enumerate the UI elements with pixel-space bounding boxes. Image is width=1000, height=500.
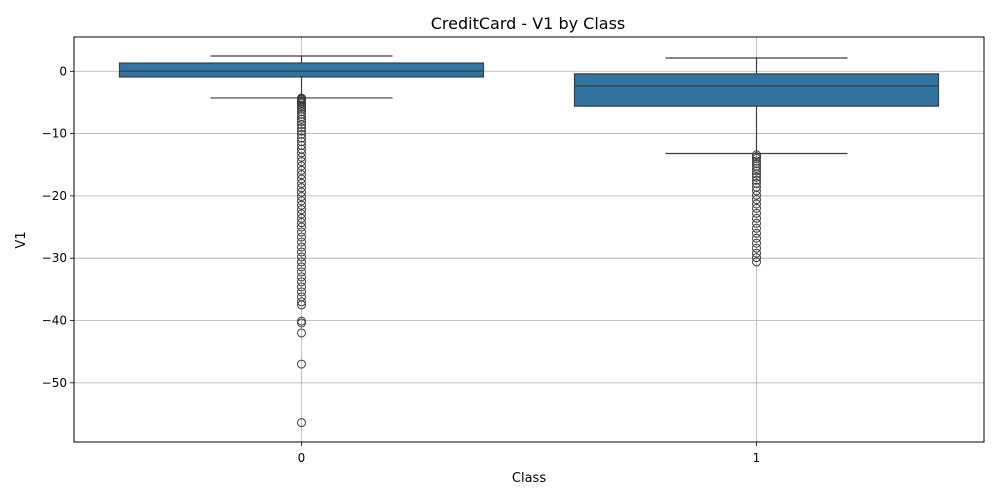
outlier-point xyxy=(752,156,761,166)
outlier-point xyxy=(297,157,306,167)
outlier-point xyxy=(297,140,306,150)
box-iqr xyxy=(573,73,940,107)
outlier-point xyxy=(297,192,306,202)
outlier-point xyxy=(297,300,306,310)
outlier-point xyxy=(297,196,306,206)
outlier-point xyxy=(297,137,306,147)
outlier-point xyxy=(297,209,306,219)
y-tick-label: −30 xyxy=(42,251,67,265)
outlier-point xyxy=(752,223,761,233)
outlier-point xyxy=(297,222,306,232)
outlier-point xyxy=(297,272,306,282)
outlier-point xyxy=(297,107,306,117)
outlier-point xyxy=(297,359,306,369)
y-axis-label: V1 xyxy=(14,231,29,248)
outlier-point xyxy=(297,114,306,124)
outlier-point xyxy=(752,257,761,267)
outlier-point xyxy=(752,158,761,168)
outlier-point xyxy=(297,267,306,277)
outlier-point xyxy=(297,170,306,180)
outlier-point xyxy=(752,233,761,243)
outlier-point xyxy=(297,165,306,175)
outlier-point xyxy=(297,183,306,193)
y-tick-label: −10 xyxy=(42,127,67,141)
outlier-point xyxy=(297,123,306,133)
outlier-point xyxy=(297,117,306,127)
outlier-point xyxy=(297,126,306,136)
box-iqr xyxy=(118,62,485,78)
outlier-point xyxy=(297,282,306,292)
outlier-point xyxy=(297,213,306,223)
outlier-point xyxy=(752,169,761,179)
x-tick-label: 1 xyxy=(753,451,761,465)
x-tick-label: 0 xyxy=(298,451,306,465)
outlier-point xyxy=(297,178,306,188)
outlier-point xyxy=(297,418,306,428)
outlier-point xyxy=(297,129,306,139)
outlier-point xyxy=(297,257,306,267)
outlier-point xyxy=(297,252,306,262)
outlier-point xyxy=(297,200,306,210)
outlier-point xyxy=(752,213,761,223)
outlier-point xyxy=(297,328,306,338)
outlier-point xyxy=(752,218,761,228)
outlier-point xyxy=(752,175,761,185)
outlier-point xyxy=(752,228,761,238)
outlier-point xyxy=(297,205,306,215)
outlier-point xyxy=(297,109,306,119)
outlier-point xyxy=(752,253,761,263)
outlier-point xyxy=(297,277,306,287)
y-tick-label: −20 xyxy=(42,189,67,203)
outlier-point xyxy=(752,195,761,205)
outlier-point xyxy=(752,208,761,218)
y-tick-label: 0 xyxy=(59,64,67,78)
outlier-point xyxy=(297,120,306,130)
outlier-point xyxy=(752,186,761,196)
outlier-point xyxy=(297,297,306,307)
outlier-point xyxy=(297,227,306,237)
outlier-point xyxy=(297,318,306,328)
outlier-point xyxy=(297,152,306,162)
outlier-point xyxy=(297,237,306,247)
chart-title: CreditCard - V1 by Class xyxy=(431,14,626,33)
box-group-class-1 xyxy=(573,57,940,267)
outlier-point xyxy=(297,104,306,114)
box-plots xyxy=(118,55,940,428)
x-axis-label: Class xyxy=(512,471,546,486)
outlier-point xyxy=(297,247,306,257)
outlier-point xyxy=(297,287,306,297)
outlier-point xyxy=(297,187,306,197)
outlier-point xyxy=(297,218,306,228)
outlier-point xyxy=(752,203,761,213)
outlier-point xyxy=(752,190,761,200)
outlier-point xyxy=(297,133,306,143)
outlier-point xyxy=(297,161,306,171)
outlier-point xyxy=(297,174,306,184)
plot-frame xyxy=(73,36,985,443)
outlier-point xyxy=(752,248,761,258)
y-axis-ticks: 0 −10 −20 −30 −40 −50 xyxy=(42,64,74,390)
outlier-point xyxy=(752,243,761,253)
box-group-class-0 xyxy=(118,55,485,428)
outlier-point xyxy=(297,232,306,242)
outlier-point xyxy=(752,154,761,163)
outlier-point xyxy=(752,172,761,182)
outlier-point xyxy=(297,262,306,272)
y-tick-label: −50 xyxy=(42,376,67,390)
outlier-point xyxy=(752,163,761,173)
outlier-point xyxy=(752,199,761,209)
outlier-point xyxy=(752,238,761,248)
outlier-point xyxy=(297,242,306,252)
outlier-point xyxy=(752,166,761,176)
y-tick-label: −40 xyxy=(42,314,67,328)
outlier-point xyxy=(752,178,761,188)
grid-lines xyxy=(74,37,984,442)
outlier-point xyxy=(297,148,306,158)
